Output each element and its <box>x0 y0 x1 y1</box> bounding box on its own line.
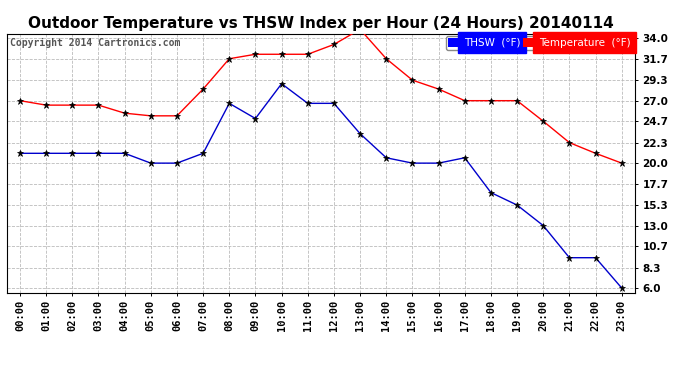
Title: Outdoor Temperature vs THSW Index per Hour (24 Hours) 20140114: Outdoor Temperature vs THSW Index per Ho… <box>28 16 613 31</box>
Legend: THSW  (°F), Temperature  (°F): THSW (°F), Temperature (°F) <box>446 36 633 50</box>
Text: Copyright 2014 Cartronics.com: Copyright 2014 Cartronics.com <box>10 38 180 48</box>
